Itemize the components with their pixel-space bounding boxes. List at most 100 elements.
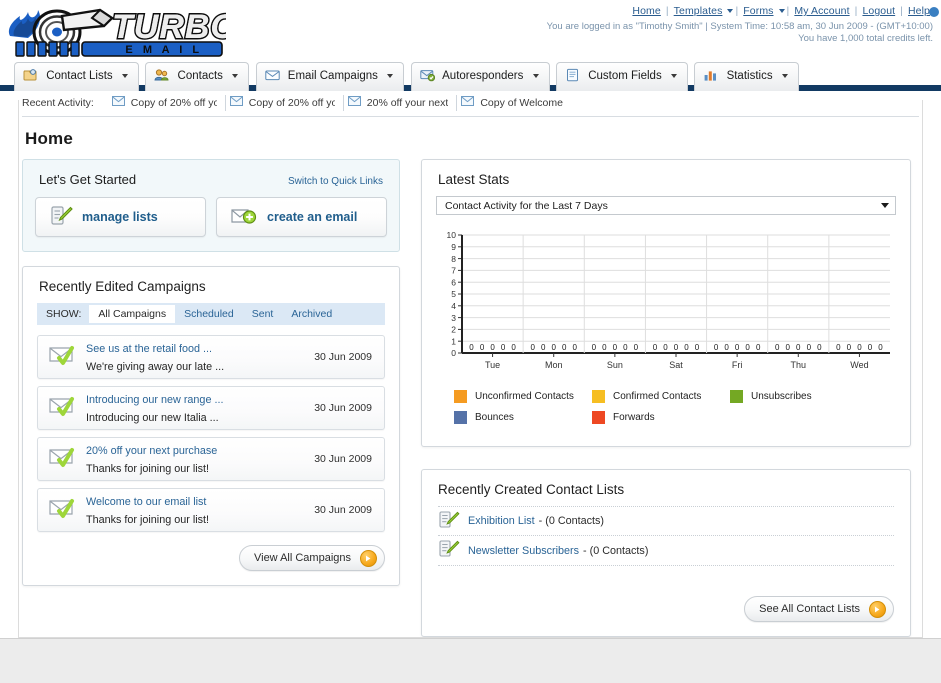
legend-label: Unconfirmed Contacts (475, 391, 574, 402)
svg-text:0: 0 (511, 343, 516, 352)
svg-text:1: 1 (451, 336, 456, 346)
campaign-date: 30 Jun 2009 (314, 453, 372, 465)
nav-tab-contact-lists[interactable]: Contact Lists (14, 62, 139, 91)
envelope-plus-icon (230, 205, 258, 230)
filter-tab-sent[interactable]: Sent (251, 308, 274, 320)
recent-activity-item[interactable]: Copy of Welcome to (457, 95, 574, 111)
nav-tab-label: Contacts (177, 70, 223, 82)
autoresponder-icon (419, 66, 435, 82)
help-indicator-icon[interactable] (929, 7, 939, 17)
nav-tab-email-campaigns[interactable]: Email Campaigns (255, 62, 405, 91)
svg-text:0: 0 (562, 343, 567, 352)
campaign-name[interactable]: Introducing our new range ... (86, 394, 224, 406)
contact-lists-icon (23, 66, 38, 81)
recent-activity-item-label: Copy of 20% off yo (248, 96, 335, 109)
link-separator: | (786, 5, 790, 17)
svg-text:0: 0 (592, 343, 597, 352)
legend-swatch (454, 390, 467, 403)
view-all-campaigns-button[interactable]: View All Campaigns (238, 545, 385, 571)
contact-list-row[interactable]: Exhibition List - (0 Contacts) (438, 506, 894, 536)
link-separator: | (735, 5, 739, 17)
svg-text:0: 0 (490, 343, 495, 352)
svg-text:0: 0 (878, 343, 883, 352)
stats-range-select[interactable]: Contact Activity for the Last 7 Days (436, 196, 896, 215)
right-column: Latest Stats Contact Activity for the La… (421, 159, 911, 637)
svg-text:0: 0 (653, 343, 658, 352)
svg-text:0: 0 (613, 343, 618, 352)
list-pencil-icon (49, 205, 73, 230)
recent-activity-item[interactable]: Copy of 20% off yo (226, 94, 344, 111)
envelope-check-icon (48, 344, 77, 371)
header-link-forms[interactable]: Forms (743, 5, 774, 17)
header-link-my-account[interactable]: My Account (794, 5, 850, 17)
contact-list-count: - (0 Contacts) (583, 544, 649, 557)
campaign-name[interactable]: Welcome to our email list (86, 496, 207, 508)
recent-activity-bar: Recent Activity: Copy of 20% off yo Copy… (0, 91, 941, 114)
link-separator: | (854, 5, 858, 17)
header-link-help[interactable]: Help (908, 5, 930, 17)
legend-label: Bounces (475, 412, 514, 423)
chevron-down-icon (670, 73, 677, 78)
campaign-name[interactable]: See us at the retail food ... (86, 343, 213, 355)
campaign-date: 30 Jun 2009 (314, 402, 372, 414)
svg-text:0: 0 (786, 343, 791, 352)
legend-item: Forwards (592, 411, 730, 424)
chart-legend: Unconfirmed Contacts Confirmed Contacts … (422, 384, 910, 436)
svg-text:0: 0 (469, 343, 474, 352)
header-links: Home | Templates | Forms | My Account | Logout | H… (629, 5, 933, 17)
create-an-email-button[interactable]: create an email (216, 197, 387, 237)
campaign-row[interactable]: See us at the retail food ... We're givi… (37, 335, 385, 379)
campaign-row[interactable]: 20% off your next purchase Thanks for jo… (37, 437, 385, 481)
header-link-logout[interactable]: Logout (862, 5, 896, 17)
page-body: Home Let's Get Started Switch to Quick L… (0, 117, 941, 647)
svg-text:E M A I L: E M A I L (125, 44, 202, 56)
header-link-templates[interactable]: Templates (673, 5, 723, 17)
svg-text:0: 0 (724, 343, 729, 352)
header-link-home[interactable]: Home (632, 5, 661, 17)
svg-text:9: 9 (451, 242, 456, 252)
svg-text:0: 0 (735, 343, 740, 352)
svg-text:0: 0 (551, 343, 556, 352)
create-an-email-label: create an email (267, 210, 358, 224)
filter-tab-scheduled[interactable]: Scheduled (184, 308, 234, 320)
recent-activity-item-label: Copy of 20% off yo (130, 96, 217, 109)
filter-tab-archived[interactable]: Archived (291, 308, 333, 320)
svg-text:6: 6 (451, 277, 456, 287)
campaign-row[interactable]: Welcome to our email list Thanks for joi… (37, 488, 385, 532)
filter-tab-all-campaigns[interactable]: All Campaigns (89, 305, 176, 323)
manage-lists-button[interactable]: manage lists (35, 197, 206, 237)
nav-tab-contacts[interactable]: Contacts (145, 62, 250, 91)
recent-activity-item[interactable]: 20% off your next (344, 94, 458, 111)
svg-text:0: 0 (868, 343, 873, 352)
chevron-down-icon (387, 73, 394, 78)
svg-text:0: 0 (796, 343, 801, 352)
nav-tab-label: Contact Lists (46, 70, 113, 82)
envelope-icon (347, 96, 361, 109)
recently-edited-campaigns-panel: Recently Edited Campaigns SHOW: All Camp… (22, 266, 400, 586)
svg-text:0: 0 (573, 343, 578, 352)
contact-list-name[interactable]: Newsletter Subscribers (468, 544, 580, 557)
latest-stats-panel: Latest Stats Contact Activity for the La… (421, 159, 911, 447)
campaign-row[interactable]: Introducing our new range ... Introducin… (37, 386, 385, 430)
recent-activity-item[interactable]: Copy of 20% off yo (108, 94, 226, 111)
legend-swatch (592, 390, 605, 403)
envelope-icon (264, 66, 280, 81)
nav-tab-autoresponders[interactable]: Autoresponders (410, 62, 550, 91)
campaign-name[interactable]: 20% off your next purchase (86, 445, 218, 457)
svg-text:0: 0 (451, 348, 456, 358)
contact-list-name[interactable]: Exhibition List (468, 515, 535, 527)
session-status-line1: You are logged in as "Timothy Smith" | S… (546, 21, 933, 32)
svg-text:TURBO: TURBO (112, 8, 226, 46)
nav-tab-custom-fields[interactable]: Custom Fields (556, 62, 688, 91)
svg-text:0: 0 (714, 343, 719, 352)
see-all-contact-lists-button[interactable]: See All Contact Lists (744, 596, 894, 622)
chevron-down-icon (881, 203, 889, 208)
switch-to-quick-links-link[interactable]: Switch to Quick Links (287, 176, 383, 187)
svg-text:7: 7 (451, 266, 456, 276)
legend-label: Forwards (613, 412, 655, 423)
svg-text:0: 0 (480, 343, 485, 352)
svg-text:0: 0 (807, 343, 812, 352)
nav-tab-statistics[interactable]: Statistics (694, 62, 799, 91)
contact-list-row[interactable]: Newsletter Subscribers - (0 Contacts) (438, 536, 894, 566)
